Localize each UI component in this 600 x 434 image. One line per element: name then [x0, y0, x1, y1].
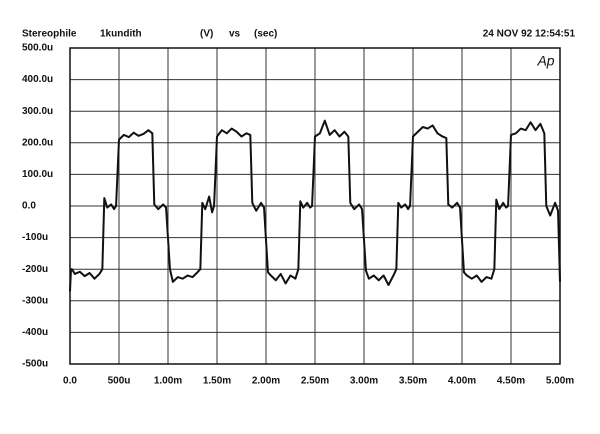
vs-label: vs	[229, 29, 241, 40]
x-tick-label: 1.00m	[154, 376, 182, 387]
y-tick-label: 100.0u	[22, 169, 53, 180]
y-tick-label: -200u	[22, 264, 48, 275]
x-tick-label: 4.50m	[497, 376, 525, 387]
logo: Ap	[536, 53, 554, 69]
x-tick-label: 4.00m	[448, 376, 476, 387]
y-tick-label: 0.0	[22, 201, 36, 212]
y-tick-label: -500u	[22, 359, 48, 370]
y-tick-label: -100u	[22, 232, 48, 243]
chart-subtitle: 1kundith	[100, 29, 142, 40]
y-tick-label: -300u	[22, 295, 48, 306]
chart-title: Stereophile	[22, 29, 77, 40]
y-tick-label: 400.0u	[22, 74, 53, 85]
plot-frame	[69, 47, 561, 365]
x-tick-label: 2.50m	[301, 376, 329, 387]
x-tick-label: 5.00m	[546, 376, 574, 387]
x-unit: (sec)	[254, 29, 277, 40]
x-tick-label: 3.00m	[350, 376, 378, 387]
y-tick-label: 500.0u	[22, 43, 53, 54]
y-tick-label: 200.0u	[22, 137, 53, 148]
trace	[69, 119, 561, 292]
x-tick-label: 500u	[108, 376, 131, 387]
y-unit: (V)	[200, 29, 213, 40]
timestamp: 24 NOV 92 12:54:51	[483, 29, 576, 40]
y-tick-label: 300.0u	[22, 106, 53, 117]
x-tick-label: 3.50m	[399, 376, 427, 387]
x-tick-label: 0.0	[63, 376, 77, 387]
y-tick-label: -400u	[22, 327, 48, 338]
x-tick-label: 2.00m	[252, 376, 280, 387]
x-tick-label: 1.50m	[203, 376, 231, 387]
